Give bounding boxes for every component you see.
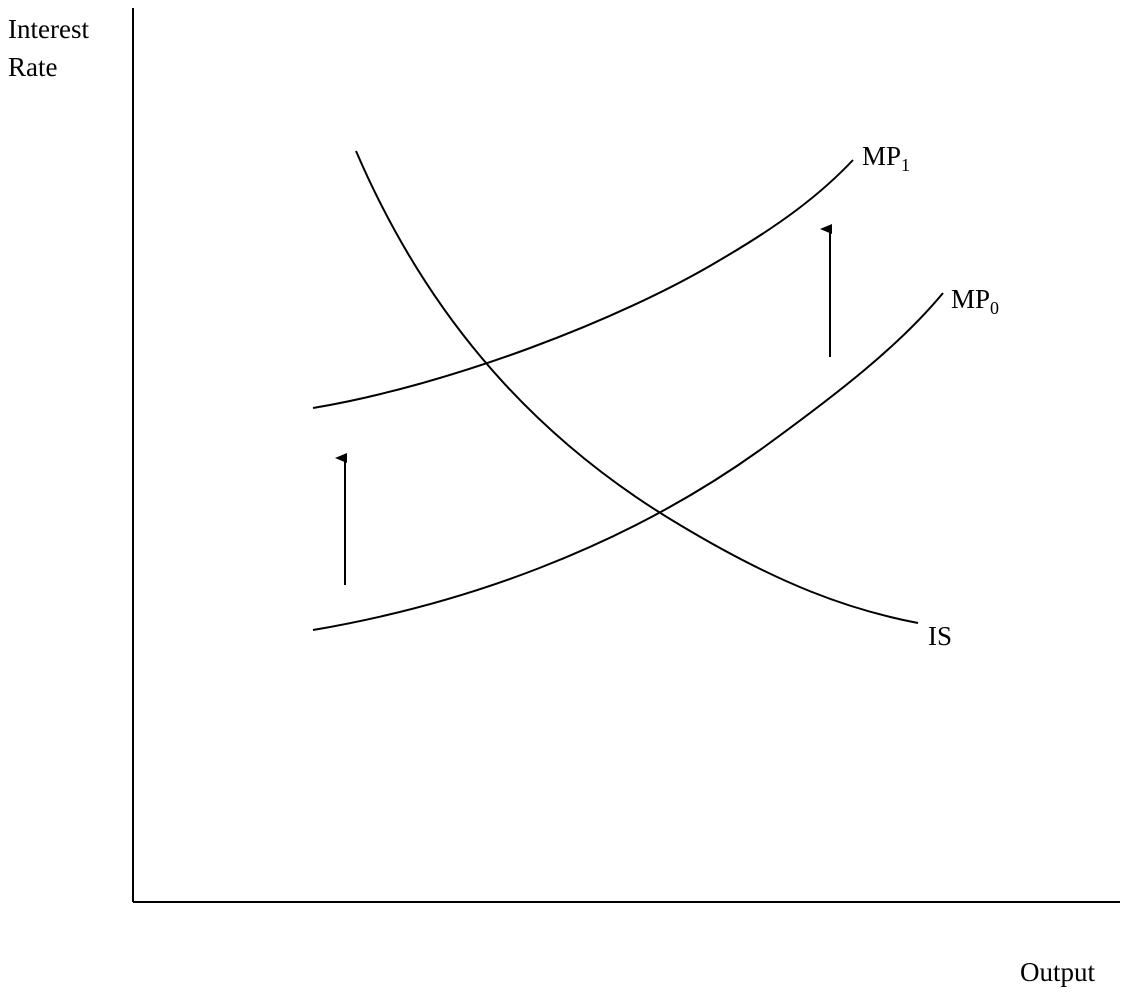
is-curve bbox=[355, 150, 919, 624]
mp1-label-main: MP bbox=[862, 141, 901, 171]
y-axis-label-line2: Rate bbox=[8, 52, 57, 82]
mp0-curve bbox=[312, 292, 944, 631]
mp0-label-main: MP bbox=[951, 284, 990, 314]
mp1-curve bbox=[312, 159, 854, 409]
mp1-label-subscript: 1 bbox=[901, 155, 910, 175]
mp0-label-subscript: 0 bbox=[990, 298, 999, 318]
is-label: IS bbox=[928, 621, 952, 651]
y-axis-label-line1: Interest bbox=[8, 14, 89, 44]
x-axis-label: Output bbox=[1020, 957, 1096, 987]
mp0-label: MP0 bbox=[951, 284, 999, 318]
mp1-label: MP1 bbox=[862, 141, 910, 175]
